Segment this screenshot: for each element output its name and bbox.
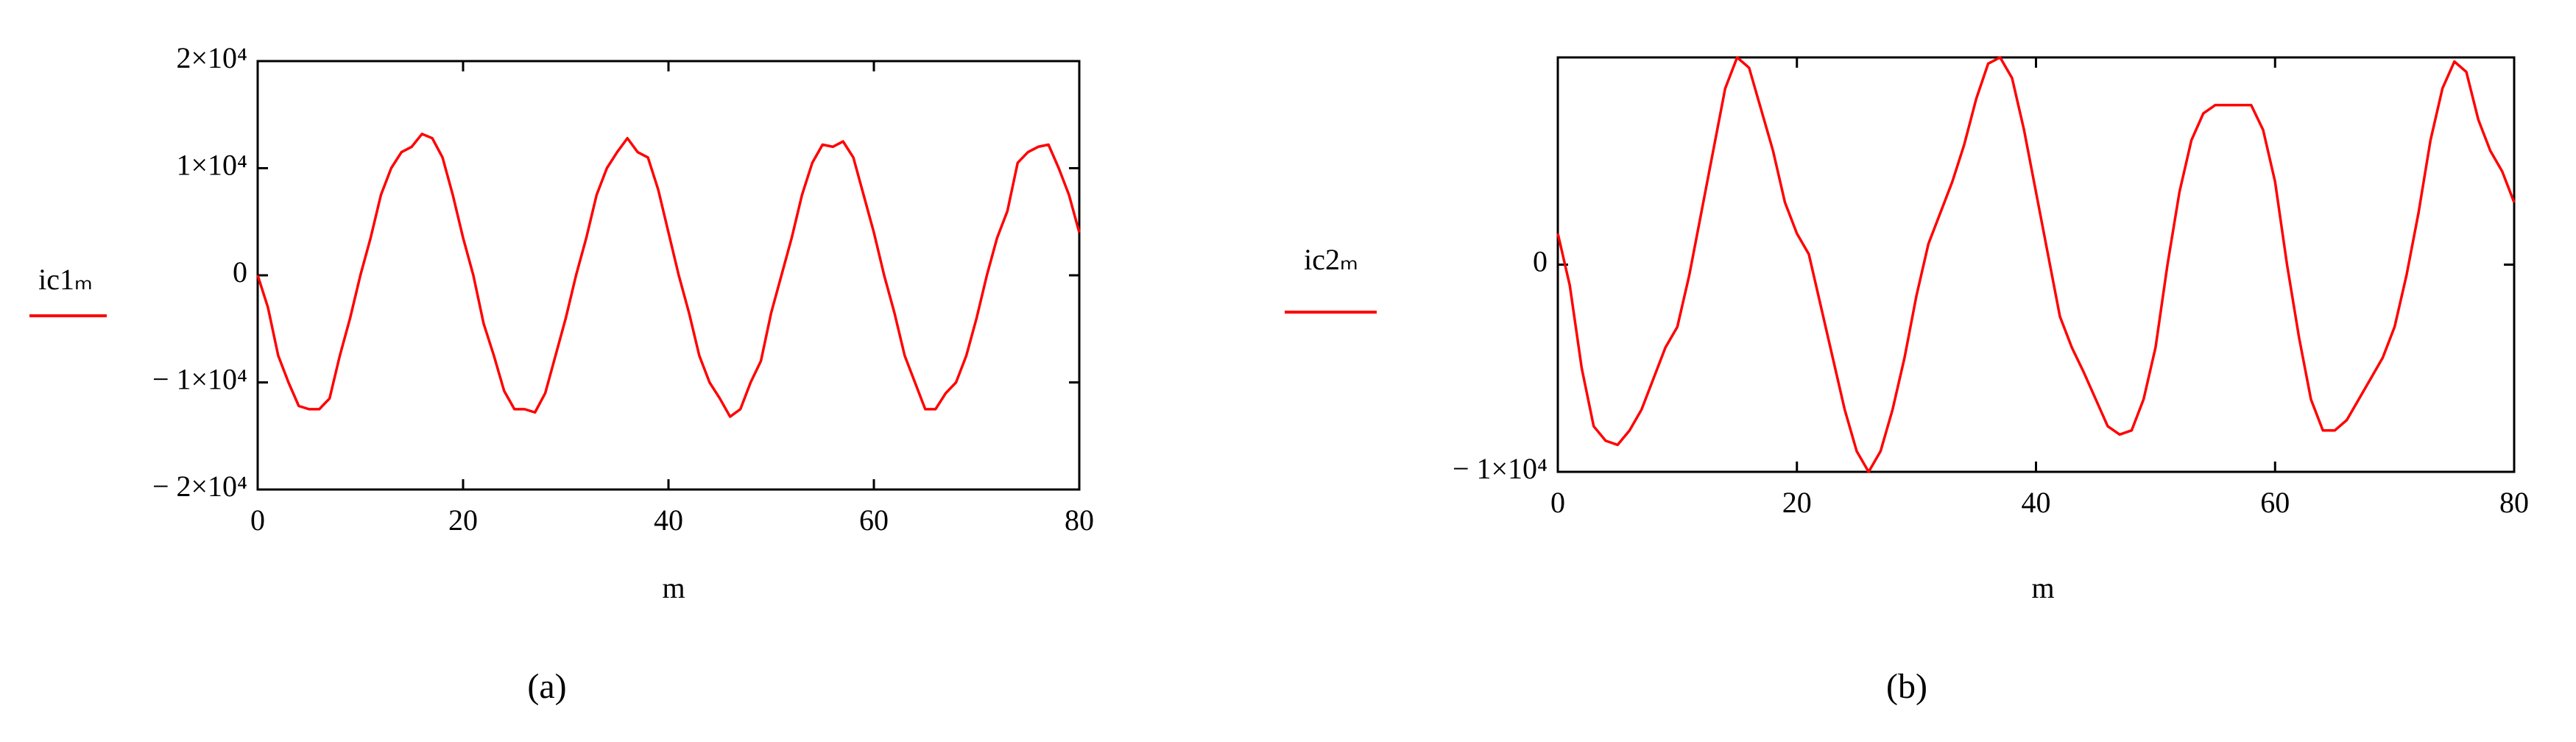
x-tick-label: 60 xyxy=(859,504,889,537)
y-tick-label: 0 xyxy=(233,255,247,289)
x-tick-label: 40 xyxy=(2022,486,2051,519)
y-tick-label: − 2×10⁴ xyxy=(152,470,247,503)
caption: (a) xyxy=(527,667,566,706)
x-tick-label: 20 xyxy=(1782,486,1812,519)
x-tick-label: 80 xyxy=(2499,486,2529,519)
y-tick-label: − 1×10⁴ xyxy=(152,363,247,396)
data-line xyxy=(256,132,1081,418)
x-tick-label: 60 xyxy=(2260,486,2290,519)
x-tick-label: 40 xyxy=(654,504,683,537)
y-tick-label: 0 xyxy=(1533,245,1548,278)
plot-frame xyxy=(1556,56,2516,473)
x-axis-label: m xyxy=(2031,571,2054,604)
data-line xyxy=(1556,56,2516,473)
x-tick-label: 0 xyxy=(1550,486,1565,519)
y-tick-label: − 1×10⁴ xyxy=(1453,452,1548,485)
x-tick-label: 0 xyxy=(250,504,265,537)
y-axis-label: ic1ₘ xyxy=(38,263,93,296)
y-tick-label: 1×10⁴ xyxy=(176,149,247,182)
caption: (b) xyxy=(1886,667,1927,706)
y-axis-label: ic2ₘ xyxy=(1304,243,1358,276)
x-tick-label: 80 xyxy=(1065,504,1094,537)
plot-frame xyxy=(256,60,1081,491)
y-tick-label: 2×10⁴ xyxy=(176,41,247,74)
x-tick-label: 20 xyxy=(448,504,478,537)
x-axis-label: m xyxy=(662,571,685,604)
